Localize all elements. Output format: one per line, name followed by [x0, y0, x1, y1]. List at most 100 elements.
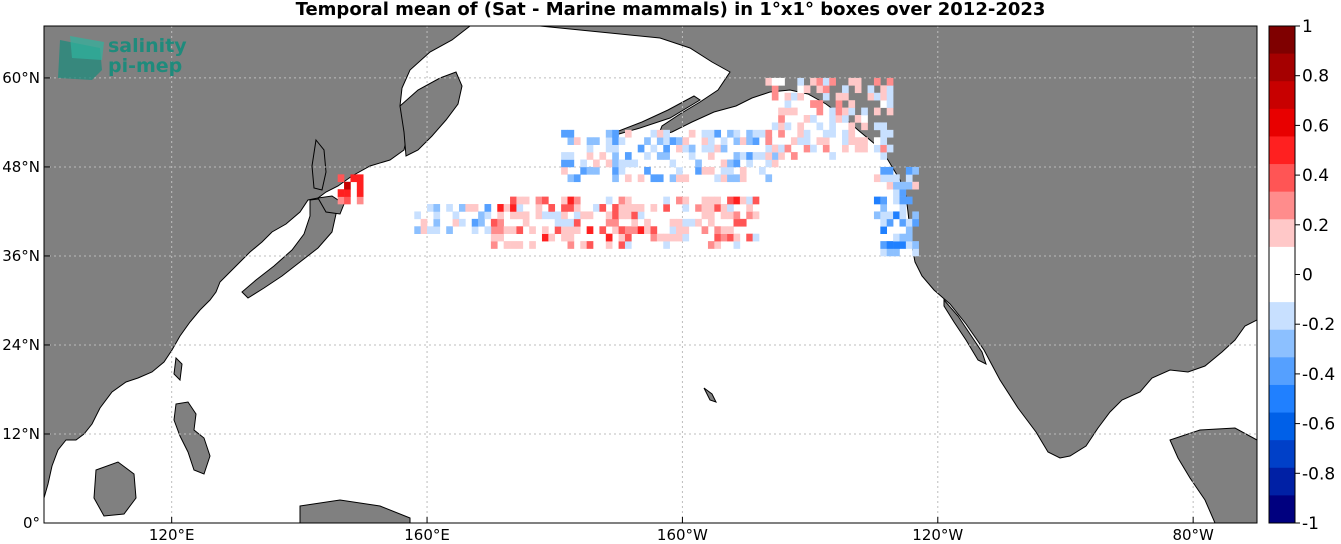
anomaly-cell-82 — [624, 233, 632, 242]
anomaly-cell-388 — [873, 196, 881, 205]
anomaly-cell-9 — [497, 204, 504, 212]
anomaly-cell-359 — [861, 144, 868, 153]
anomaly-cell-93 — [637, 204, 645, 212]
anomaly-cell-406 — [893, 248, 900, 257]
anomaly-cell-240 — [714, 144, 722, 153]
anomaly-cell-189 — [612, 129, 619, 138]
kamchatka — [399, 71, 463, 157]
anomaly-cell-94 — [644, 226, 651, 235]
anomaly-cell-192 — [618, 137, 626, 145]
anomaly-cell-282 — [765, 77, 773, 86]
anomaly-cell-452 — [427, 204, 434, 212]
anomaly-cell-171 — [586, 166, 594, 175]
anomaly-cell-357 — [854, 85, 862, 94]
colorbar-segment-11 — [1269, 329, 1295, 358]
anomaly-cell-169 — [580, 166, 587, 175]
anomaly-cell-249 — [727, 159, 734, 168]
colorbar-segment-10 — [1269, 302, 1295, 331]
anomaly-cell-297 — [784, 107, 792, 116]
anomaly-cell-115 — [682, 196, 690, 205]
anomaly-cell-369 — [873, 107, 881, 116]
anomaly-cell-328 — [822, 92, 830, 101]
anomaly-cell-97 — [650, 226, 658, 235]
anomaly-cell-199 — [637, 144, 645, 153]
anomaly-cell-285 — [771, 92, 779, 101]
anomaly-cell-73 — [612, 211, 619, 220]
anomaly-cell-288 — [778, 152, 785, 160]
anomaly-cell-420 — [899, 189, 907, 197]
anomaly-cell-226 — [688, 144, 696, 153]
anomaly-cell-211 — [663, 144, 670, 153]
anomaly-cell-227 — [688, 129, 696, 138]
anomaly-cell-141 — [727, 204, 734, 212]
anomaly-cell-143 — [733, 241, 741, 249]
anomaly-cell-172 — [586, 152, 594, 160]
anomaly-cell-368 — [873, 122, 881, 131]
anomaly-cell-152 — [746, 211, 753, 220]
anomaly-cell-354 — [854, 144, 862, 153]
anomaly-cell-70 — [605, 196, 613, 205]
anomaly-cell-405 — [886, 166, 894, 175]
anomaly-cell-52 — [567, 196, 575, 205]
anomaly-cell-439 — [344, 196, 351, 205]
anomaly-cell-471 — [484, 204, 492, 212]
anomaly-cell-219 — [676, 159, 683, 168]
anomaly-cell-146 — [733, 211, 741, 220]
anomaly-cell-459 — [452, 218, 460, 227]
anomaly-cell-35 — [548, 233, 556, 242]
anomaly-cell-145 — [733, 218, 741, 227]
anomaly-cell-323 — [816, 85, 824, 94]
anomaly-cell-327 — [822, 129, 830, 138]
anomaly-cell-350 — [848, 122, 856, 131]
anomaly-cell-270 — [765, 174, 773, 183]
logo-line2: pi-mep — [108, 55, 182, 77]
anomaly-cell-117 — [695, 218, 702, 227]
anomaly-cell-416 — [899, 218, 907, 227]
colorbar-segment-2 — [1269, 81, 1295, 110]
anomaly-cell-252 — [733, 159, 741, 168]
anomaly-cell-463 — [465, 204, 473, 212]
anomaly-cell-425 — [905, 218, 913, 227]
anomaly-cell-181 — [605, 137, 613, 145]
anomaly-cell-4 — [490, 204, 498, 212]
anomaly-cell-427 — [905, 181, 913, 190]
anomaly-cell-295 — [784, 144, 792, 153]
anomaly-cell-48 — [567, 233, 575, 242]
anomaly-cell-343 — [842, 129, 849, 138]
lat-tick-label-2: 24°N — [2, 336, 40, 354]
anomaly-cell-340 — [835, 92, 843, 101]
anomaly-cell-204 — [650, 144, 658, 153]
anomaly-cell-203 — [650, 174, 658, 183]
anomaly-cell-286 — [771, 85, 779, 94]
anomaly-cell-175 — [593, 166, 600, 175]
anomaly-cell-124 — [707, 241, 715, 249]
anomaly-cell-66 — [605, 241, 613, 249]
anomaly-cell-429 — [905, 166, 913, 175]
taiwan — [173, 356, 183, 382]
anomaly-cell-25 — [522, 196, 530, 205]
anomaly-cell-442 — [350, 174, 358, 183]
anomaly-cell-384 — [886, 92, 894, 101]
colorbar-segment-16 — [1269, 467, 1295, 496]
anomaly-cell-345 — [842, 107, 849, 116]
anomaly-cell-385 — [886, 85, 894, 94]
anomaly-cell-74 — [612, 204, 619, 212]
hawaii — [703, 387, 717, 403]
anomaly-cell-225 — [688, 152, 696, 160]
lat-tick-label-4: 48°N — [2, 158, 40, 176]
anomaly-cell-8 — [497, 211, 504, 220]
anomaly-cell-313 — [803, 115, 811, 123]
anomaly-cell-464 — [471, 226, 479, 235]
colorbar-tick-label-6: -0.2 — [1302, 315, 1335, 335]
anomaly-cell-367 — [873, 137, 881, 145]
lon-tick-label-0: 120°E — [149, 526, 195, 544]
anomaly-cell-307 — [797, 92, 805, 101]
anomaly-cell-450 — [420, 218, 428, 227]
anomaly-cell-31 — [541, 233, 549, 242]
anomaly-cell-397 — [880, 174, 888, 183]
anomaly-cell-250 — [727, 129, 734, 138]
anomaly-cell-333 — [829, 122, 836, 131]
anomaly-cell-454 — [433, 218, 441, 227]
anomaly-cell-462 — [458, 204, 466, 212]
